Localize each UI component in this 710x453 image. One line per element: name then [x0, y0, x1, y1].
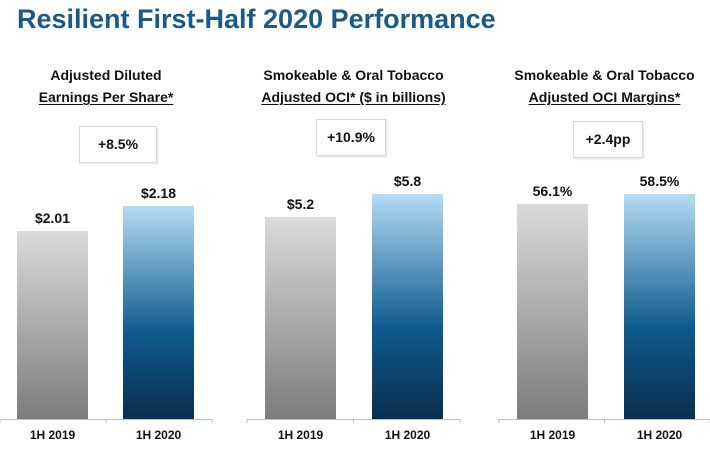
data-label: $2.01: [35, 210, 70, 226]
x-tick-label: 1H 2020: [385, 428, 431, 442]
chart-title-line1: Adjusted Diluted: [50, 67, 162, 83]
x-tick-label: 1H 2020: [637, 428, 683, 442]
bar-1h-2020: [624, 194, 695, 419]
x-tick-label: 1H 2019: [530, 428, 576, 442]
bar-1h-2019: [265, 217, 336, 419]
chart-title-line2: Earnings Per Share*: [38, 89, 174, 105]
chart-title-line1: Smokeable & Oral Tobacco: [263, 67, 444, 83]
chart-title: Smokeable & Oral Tobacco Adjusted OCI Ma…: [499, 64, 710, 108]
chart-title: Smokeable & Oral Tobacco Adjusted OCI* (…: [247, 64, 460, 108]
chart-title-line2: Adjusted OCI* ($ in billions): [261, 89, 446, 105]
bar-1h-2019: [17, 231, 88, 419]
chart-title-line2: Adjusted OCI Margins*: [528, 89, 681, 105]
chart-title-line1: Smokeable & Oral Tobacco: [514, 67, 695, 83]
chart-title: Adjusted Diluted Earnings Per Share*: [0, 64, 212, 108]
bar-1h-2020: [123, 206, 194, 419]
bar-1h-2019: [517, 204, 588, 419]
chart-panel-eps: Adjusted Diluted Earnings Per Share* +8.…: [0, 0, 212, 453]
change-badge: +10.9%: [316, 119, 386, 156]
data-label: $2.18: [141, 185, 176, 201]
data-label: 58.5%: [640, 173, 680, 189]
chart-panel-oci-margins: Smokeable & Oral Tobacco Adjusted OCI Ma…: [499, 0, 710, 453]
change-badge: +8.5%: [79, 126, 157, 163]
data-label: $5.8: [394, 173, 421, 189]
chart-panel-oci: Smokeable & Oral Tobacco Adjusted OCI* (…: [247, 0, 460, 453]
x-tick-label: 1H 2019: [278, 428, 324, 442]
data-label: 56.1%: [533, 183, 573, 199]
page-title: Resilient First-Half 2020 Performance: [17, 4, 496, 34]
change-badge: +2.4pp: [573, 121, 643, 158]
x-tick-label: 1H 2019: [30, 428, 76, 442]
data-label: $5.2: [287, 196, 314, 212]
x-tick-label: 1H 2020: [136, 428, 182, 442]
bar-1h-2020: [372, 194, 443, 419]
